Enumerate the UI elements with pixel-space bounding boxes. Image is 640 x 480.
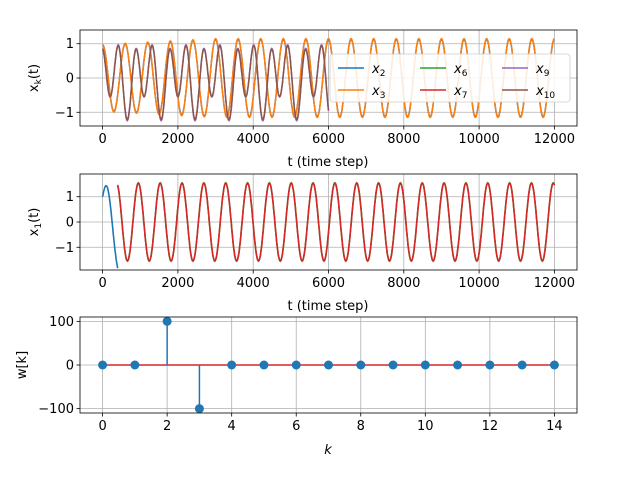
x-tick-label: 4000 <box>237 276 270 291</box>
ticks-middle: 0 2000 4000 6000 8000 10000 12000 1 0 −1 <box>55 190 575 291</box>
ticks-top: 0 2000 4000 6000 8000 10000 12000 1 0 −1 <box>55 37 575 147</box>
y-axis-label-middle: x1(t) <box>27 208 44 237</box>
x-tick-label: 6000 <box>312 132 345 147</box>
x-tick-label: 12000 <box>534 276 575 291</box>
stem-marker-k11 <box>453 360 463 370</box>
legend-box <box>329 53 571 103</box>
series-x10-line <box>101 45 330 121</box>
y-tick-label: −100 <box>38 402 74 417</box>
stem-marker-k7 <box>324 360 333 370</box>
stem-marker-k6 <box>291 360 301 370</box>
x-tick-label: 2000 <box>161 132 194 147</box>
x-tick-label: 8000 <box>387 132 420 147</box>
y-tick-label: 1 <box>66 190 74 205</box>
x-tick-label: 12 <box>482 419 499 434</box>
x-tick-label: 4 <box>228 419 236 434</box>
y-axis-label-bottom: w[k] <box>15 351 30 379</box>
panel-top-xk: 0 2000 4000 6000 8000 10000 12000 1 0 −1 t (time … <box>27 29 578 170</box>
y-tick-label: 0 <box>66 359 74 374</box>
stem-marker-k12 <box>485 360 495 370</box>
y-tick-label: −1 <box>55 241 74 256</box>
x-tick-label: 8 <box>357 419 365 434</box>
stem-marker-k13 <box>517 360 527 370</box>
x-tick-label: 2000 <box>161 276 194 291</box>
y-tick-label: 1 <box>66 37 74 52</box>
series-lines-middle <box>101 181 556 269</box>
x-tick-label: 12000 <box>534 132 575 147</box>
panel-bottom-w: 0 2 4 6 8 10 12 14 100 0 −100 k w[k] <box>15 315 578 458</box>
x-tick-label: 14 <box>546 419 563 434</box>
series-x1-initial-line <box>101 184 119 269</box>
y-tick-label: 0 <box>66 72 74 87</box>
x-tick-label: 0 <box>98 276 106 291</box>
stems-bottom <box>98 316 559 414</box>
stem-marker-k3 <box>194 404 204 414</box>
stem-marker-k9 <box>388 360 398 370</box>
x-tick-label: 6 <box>292 419 300 434</box>
y-axis-label-top: xk(t) <box>27 64 44 92</box>
x-axis-label-top: t (time step) <box>288 155 369 170</box>
x-tick-label: 2 <box>163 419 171 434</box>
x-tick-label: 0 <box>98 132 106 147</box>
y-tick-label: 100 <box>49 315 74 330</box>
x-tick-label: 10000 <box>458 132 499 147</box>
stem-marker-k0 <box>98 360 108 370</box>
stem-marker-k10 <box>420 360 430 370</box>
stem-marker-k14 <box>549 360 559 370</box>
x-tick-label: 8000 <box>387 276 420 291</box>
x-tick-label: 10000 <box>458 276 499 291</box>
stem-marker-k5 <box>259 360 269 370</box>
x-tick-label: 4000 <box>237 132 270 147</box>
x-axis-label-bottom: k <box>324 443 332 458</box>
series-x1-red-line <box>116 182 556 262</box>
panel-middle-x1: 0 2000 4000 6000 8000 10000 12000 1 0 −1 t (time … <box>27 173 578 314</box>
ticks-bottom: 0 2 4 6 8 10 12 14 100 0 −100 <box>38 315 562 434</box>
x-tick-label: 0 <box>98 419 106 434</box>
x-tick-label: 10 <box>417 419 434 434</box>
stem-marker-k4 <box>227 360 237 370</box>
stem-marker-k1 <box>130 360 140 370</box>
stem-marker-k8 <box>356 360 366 370</box>
x-axis-label-middle: t (time step) <box>288 299 369 314</box>
stem-marker-k2 <box>162 316 172 326</box>
y-tick-label: 0 <box>66 216 74 231</box>
y-tick-label: −1 <box>55 106 74 121</box>
x-tick-label: 6000 <box>312 276 345 291</box>
